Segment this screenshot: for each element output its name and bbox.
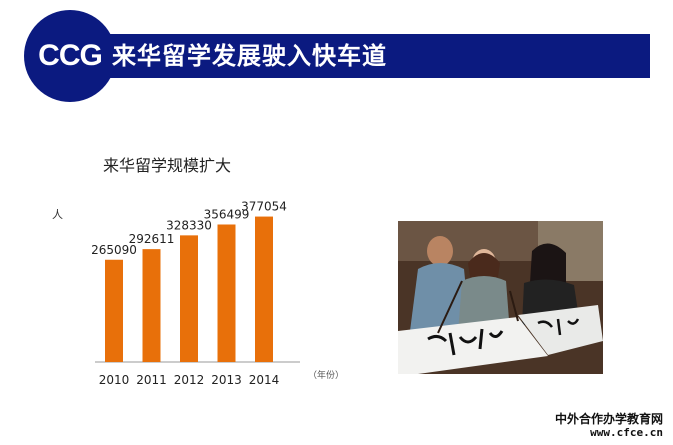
bar-2010 [105,259,123,362]
tick-label-2014: 2014 [249,373,280,387]
data-label-2012: 328330 [166,218,212,232]
tick-label-2012: 2012 [174,373,205,387]
header-band [70,34,650,78]
data-label-2010: 265090 [91,243,137,257]
data-label-2011: 292611 [129,232,175,246]
bar-2013 [217,224,236,362]
page-title: 来华留学发展驶入快车道 [112,42,387,70]
data-label-2013: 356499 [204,207,250,221]
watermark-url: www.cfce.cn [590,426,663,439]
tick-label-2011: 2011 [136,373,167,387]
data-label-2014: 377054 [241,200,287,214]
bar-2014 [255,216,273,362]
x-axis-unit-label: （年份） [308,369,344,381]
logo-text: CCG [38,39,103,72]
tick-label-2010: 2010 [99,373,130,387]
y-axis-label: 人 [52,208,63,221]
students-calligraphy-photo [398,221,603,374]
tick-label-2013: 2013 [211,373,242,387]
chart-title: 来华留学规模扩大 [103,156,232,175]
bar-2012 [180,235,198,362]
watermark-site-name: 中外合作办学教育网 [554,412,663,426]
bar-2011 [142,249,161,362]
